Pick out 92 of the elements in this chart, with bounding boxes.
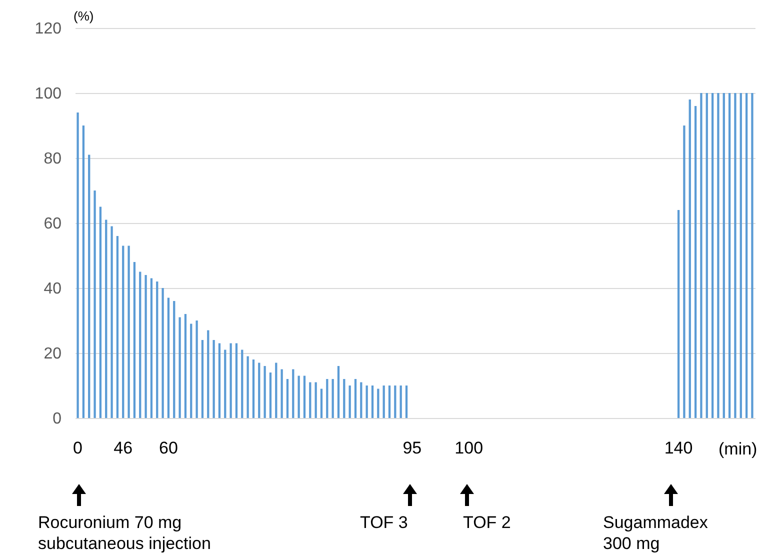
bar [343,379,346,418]
bar [88,154,90,418]
x-tick-label: 100 [454,438,484,458]
bar [711,93,714,418]
y-tick-label: 40 [44,280,62,298]
bar [224,350,226,418]
bar [700,93,702,418]
bar [110,226,113,418]
bar [309,382,312,418]
bar [677,210,680,418]
bar [178,317,181,418]
bar [94,190,96,418]
bar [190,324,192,418]
bar [377,388,380,418]
bar [207,330,210,418]
text: Rocuronium 70 mg subcutaneous injection [38,512,211,554]
bar [82,126,85,418]
y-tick-label: 100 [34,86,62,102]
bar [230,343,232,418]
bar [292,369,294,418]
x-tick-label: 0 [73,438,83,458]
y-tick-label: 20 [44,346,62,362]
bar [144,275,147,418]
bar [314,382,317,418]
x-tick-label: 140 [664,438,693,458]
bar [105,220,108,418]
bar [717,93,720,418]
bar [303,376,306,418]
bar [728,93,731,418]
y-tick-label: 80 [44,150,62,168]
bar [173,301,176,418]
bar [162,288,164,418]
bar [366,386,368,418]
x-tick-label: 60 [159,438,178,458]
bar [354,379,357,418]
bar [400,386,402,418]
x-axis-title: (min) [718,440,758,458]
bar [706,93,708,418]
y-axis-title: (%) [74,8,94,24]
bar [394,386,396,418]
x-tick-label: 95 [402,438,422,458]
bar [133,262,136,418]
bar [694,106,697,418]
bar [246,356,249,418]
bar [252,360,255,418]
bar [264,366,266,418]
bar [280,369,283,418]
bar [235,343,238,418]
bar [337,366,340,418]
bar [360,382,362,418]
bar [212,340,215,418]
text: TOF 2 [463,512,511,533]
bar [156,282,158,418]
y-tick-label: 120 [34,20,62,38]
text: TOF 3 [360,512,408,533]
bar [371,386,374,418]
bar [405,386,408,418]
text: Sugammadex 300 mg [603,512,708,554]
bar [99,206,102,418]
bar [258,362,260,418]
bar [122,246,124,418]
bar [241,350,244,418]
bar [150,278,153,418]
bar [388,386,391,418]
bar [688,100,691,418]
bar [326,379,328,418]
bar [734,93,736,418]
bar [722,93,725,418]
bar [139,272,142,418]
bar [116,236,119,418]
bar [298,376,300,418]
bar [184,314,187,418]
y-tick-label: 0 [52,410,62,428]
bar [201,340,204,418]
bar [332,379,334,418]
x-tick-label: 46 [114,438,133,458]
bar [286,379,289,418]
bar [269,372,272,418]
bar [740,93,742,418]
bar [275,362,278,418]
bar [128,246,130,418]
bar [683,126,686,418]
bar [167,298,170,418]
bar [745,93,748,418]
y-tick-label: 60 [44,216,62,232]
bar [751,93,754,418]
bar [218,343,221,418]
bar [348,386,351,418]
bar [320,388,323,418]
bar [382,386,385,418]
bar [76,112,79,418]
bar [196,320,198,418]
